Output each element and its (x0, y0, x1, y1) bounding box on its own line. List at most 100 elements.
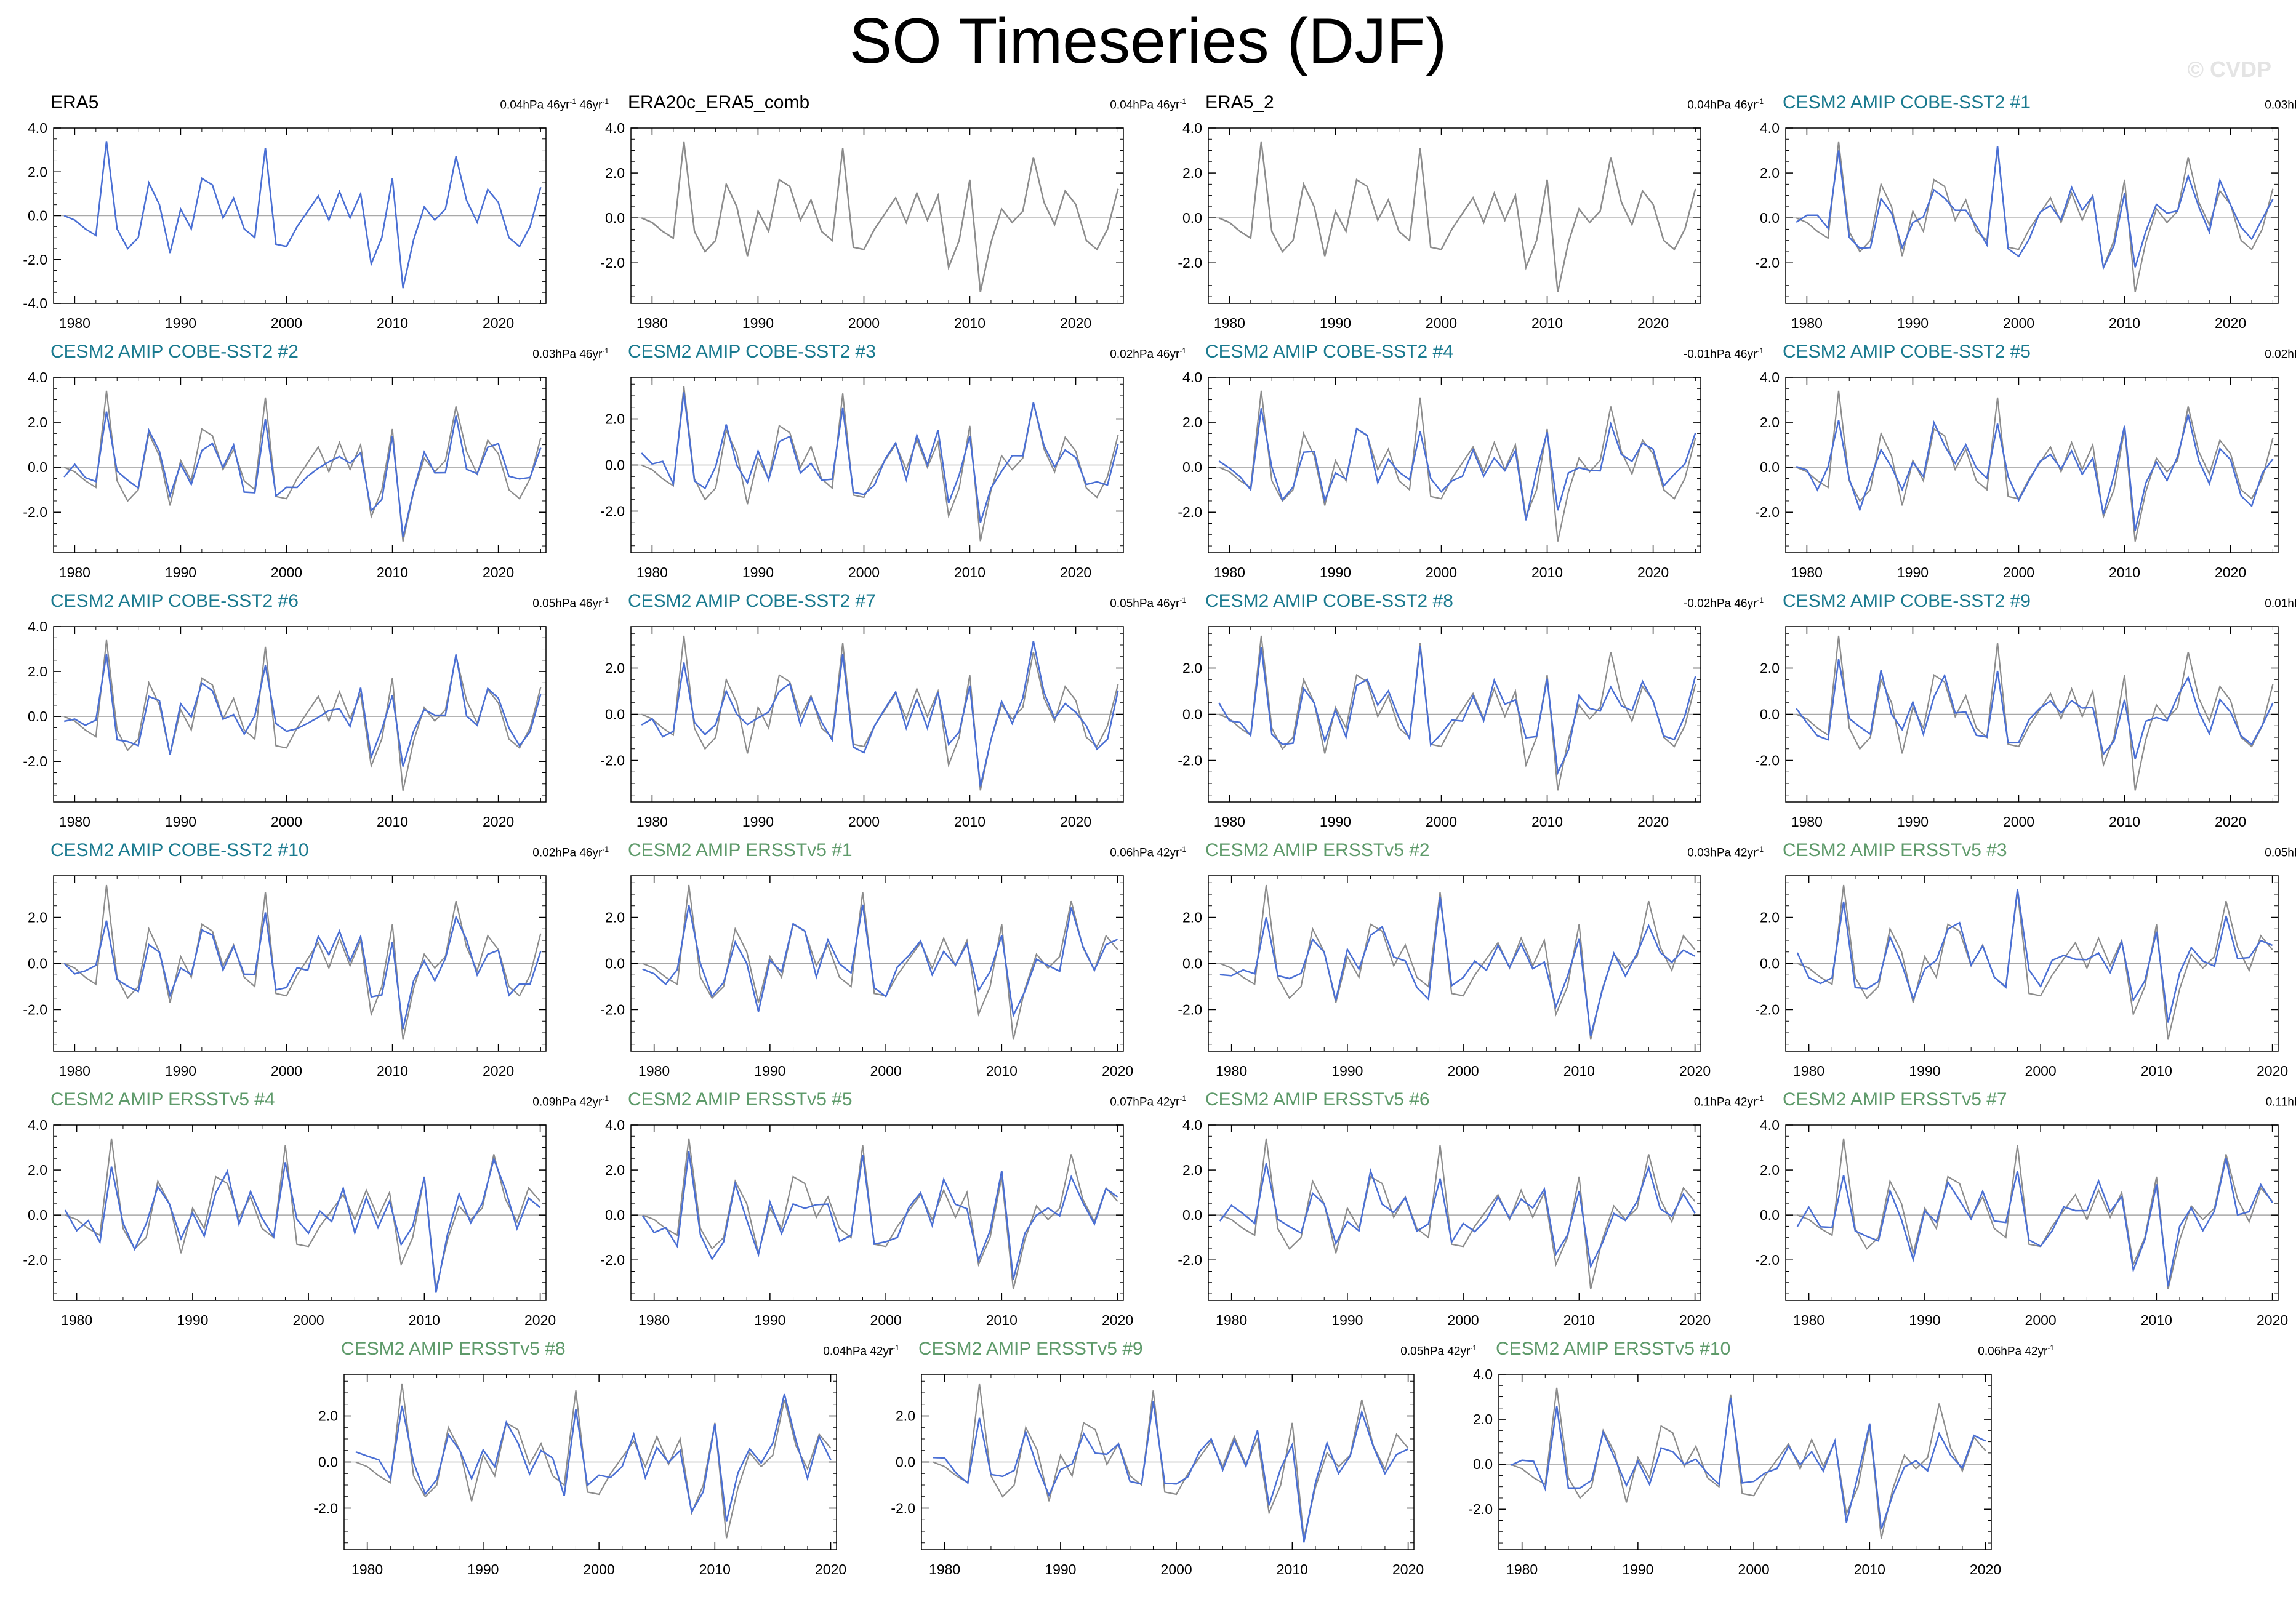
x-tick-label: 1980 (636, 814, 668, 830)
y-tick-label: 2.0 (28, 663, 47, 679)
series-line-model (1218, 408, 1696, 521)
y-tick-label: 4.0 (1182, 369, 1202, 385)
series-line-model (641, 641, 1119, 787)
series-line-obs-reference (1218, 635, 1696, 791)
x-tick-label: 1980 (1793, 1312, 1824, 1328)
y-tick-label: -2.0 (23, 504, 47, 520)
series-line-obs-reference (1219, 884, 1696, 1040)
series-line-model (63, 411, 542, 537)
x-tick-label: 1980 (929, 1561, 960, 1577)
panel-trend-stat: 0.07hPa 42yr-1 (1110, 1094, 1186, 1109)
trend-exponent: -1 (1179, 97, 1186, 106)
y-tick-label: -2.0 (1178, 1252, 1202, 1268)
y-tick-label: 2.0 (605, 660, 625, 676)
panel-title: CESM2 AMIP COBE-SST2 #4 (1205, 342, 1453, 362)
x-tick-label: 2000 (1426, 814, 1457, 830)
x-tick-label: 2010 (954, 814, 985, 830)
y-tick-label: -2.0 (600, 255, 625, 271)
y-tick-label: 0.0 (605, 457, 625, 473)
panel-plot: 4.0 2.0 0.0 -2.0 1980 1990 2000 2010 2020 (1755, 120, 2279, 331)
trend-value: 0.04hPa 46yr (500, 98, 570, 112)
trend-exponent: -1 (1179, 845, 1186, 854)
y-tick-label: 2.0 (1760, 660, 1780, 676)
x-tick-label: 2010 (954, 315, 985, 331)
x-tick-label: 1990 (1909, 1063, 1940, 1079)
y-tick-label: 2.0 (605, 165, 625, 181)
x-tick-label: 2000 (1448, 1312, 1479, 1328)
trend-exponent: -1 (602, 845, 609, 854)
panel-title: CESM2 AMIP ERSSTv5 #4 (50, 1089, 275, 1110)
plot-frame (1208, 1124, 1701, 1301)
y-tick-label: 0.0 (1760, 210, 1780, 226)
x-tick-label: 2020 (483, 814, 514, 830)
series-line-model (1796, 659, 2274, 759)
x-tick-label: 2010 (954, 564, 985, 580)
x-tick-label: 1990 (1897, 315, 1929, 331)
trend-value: 0.03hPa 42yr (1687, 846, 1757, 860)
x-tick-label: 2000 (1426, 315, 1457, 331)
x-tick-label: 2010 (2141, 1312, 2172, 1328)
y-tick-label: 2.0 (1473, 1411, 1493, 1427)
series-line-obs-reference (1797, 884, 2273, 1040)
x-tick-label: 2010 (377, 814, 408, 830)
timeseries-panel: CESM2 AMIP ERSSTv5 #8 0.04hPa 42yr-1 2.0 0.… (313, 1339, 918, 1597)
series-line-model (63, 654, 542, 767)
trend-value: 0.06hPa 42yr (1978, 1345, 2048, 1358)
y-tick-label: 0.0 (1182, 956, 1202, 972)
panel-trend-stat: 0.06hPa 42yr-1 (1978, 1344, 2054, 1358)
x-tick-label: 2010 (1277, 1561, 1308, 1577)
y-tick-label: 4.0 (28, 619, 47, 635)
panel-title: ERA5_2 (1205, 92, 1274, 113)
y-tick-label: -2.0 (1178, 504, 1202, 520)
timeseries-panel: CESM2 AMIP ERSSTv5 #30.05hPa 42yr-12.00.… (1755, 840, 2296, 1099)
timeseries-panel: CESM2 AMIP ERSSTv5 #10 0.06hPa 42yr-1 4.0 2… (1468, 1339, 2073, 1597)
trend-exponent: -1 (602, 1094, 609, 1103)
series-line-model (1796, 1158, 2273, 1287)
x-tick-label: 2020 (2215, 814, 2246, 830)
x-tick-label: 1980 (1791, 564, 1823, 580)
series-line-obs-reference (1796, 635, 2274, 791)
panel-plot: 4.0 2.0 0.0 -2.0 1980 1990 2000 2010 2020 (23, 619, 547, 830)
panel-plot: 2.0 0.0 -2.0 1980 1990 2000 2010 2020 (600, 626, 1124, 830)
x-tick-label: 2020 (483, 564, 514, 580)
timeseries-panel: CESM2 AMIP COBE-SST2 #6 0.05hPa 46yr-1 4.0… (23, 591, 627, 849)
x-tick-label: 2000 (2025, 1063, 2057, 1079)
series-line-model (355, 1393, 832, 1522)
panel-title: CESM2 AMIP COBE-SST2 #7 (628, 591, 876, 611)
trend-exponent: -1 (1757, 596, 1764, 604)
x-tick-label: 1990 (1331, 1312, 1363, 1328)
series-line-obs-reference (641, 386, 1119, 542)
x-tick-label: 2020 (1679, 1063, 1711, 1079)
main-title: SO Timeseries (DJF) (849, 6, 1447, 77)
plot-frame (1498, 1374, 1992, 1550)
trend-value: 0.03hPa 46yr (532, 348, 603, 361)
x-tick-label: 2000 (848, 564, 880, 580)
panel-trend-stat: 0.04hPa 46yr-1 (1687, 97, 1764, 112)
timeseries-panel: CESM2 AMIP ERSSTv5 #4 0.09hPa 42yr-1 4.0 2.… (23, 1089, 627, 1348)
y-tick-label: 0.0 (28, 459, 47, 475)
panel-plot: 4.0 2.0 0.0 -2.0 -4.0 1980 1990 2000 2010 2020 (23, 120, 547, 331)
series-line-obs-reference (1218, 390, 1696, 542)
x-tick-label: 2020 (815, 1561, 846, 1577)
plot-frame (53, 626, 547, 803)
y-tick-label: 0.0 (1473, 1456, 1493, 1472)
series-line-model (1796, 146, 2274, 271)
x-tick-label: 2000 (848, 814, 880, 830)
panel-plot: 2.0 0.0 -2.0 1980 1990 2000 2010 2020 (600, 875, 1133, 1079)
panel-title: CESM2 AMIP ERSSTv5 #6 (1205, 1089, 1430, 1110)
x-tick-label: 2020 (483, 315, 514, 331)
panel-title: CESM2 AMIP COBE-SST2 #3 (628, 342, 876, 362)
trend-value: 0.01hPa 46yr (2265, 597, 2296, 611)
plot-frame (1208, 127, 1701, 304)
y-tick-label: 2.0 (896, 1408, 915, 1424)
x-tick-label: 2000 (271, 814, 302, 830)
x-tick-label: 1990 (742, 315, 774, 331)
trend-exponent: -1 (1757, 346, 1764, 355)
panel-trend-stat: 0.02hPa 46yr-1 (1110, 346, 1186, 361)
panel-trend-stat: 0.06hPa 42yr-1 (1110, 845, 1186, 860)
series-line-obs-reference (63, 390, 542, 542)
y-tick-label: 0.0 (28, 708, 47, 724)
x-tick-label: 1980 (351, 1561, 383, 1577)
y-tick-label: 4.0 (1760, 1117, 1780, 1133)
plot-frame (53, 377, 547, 553)
